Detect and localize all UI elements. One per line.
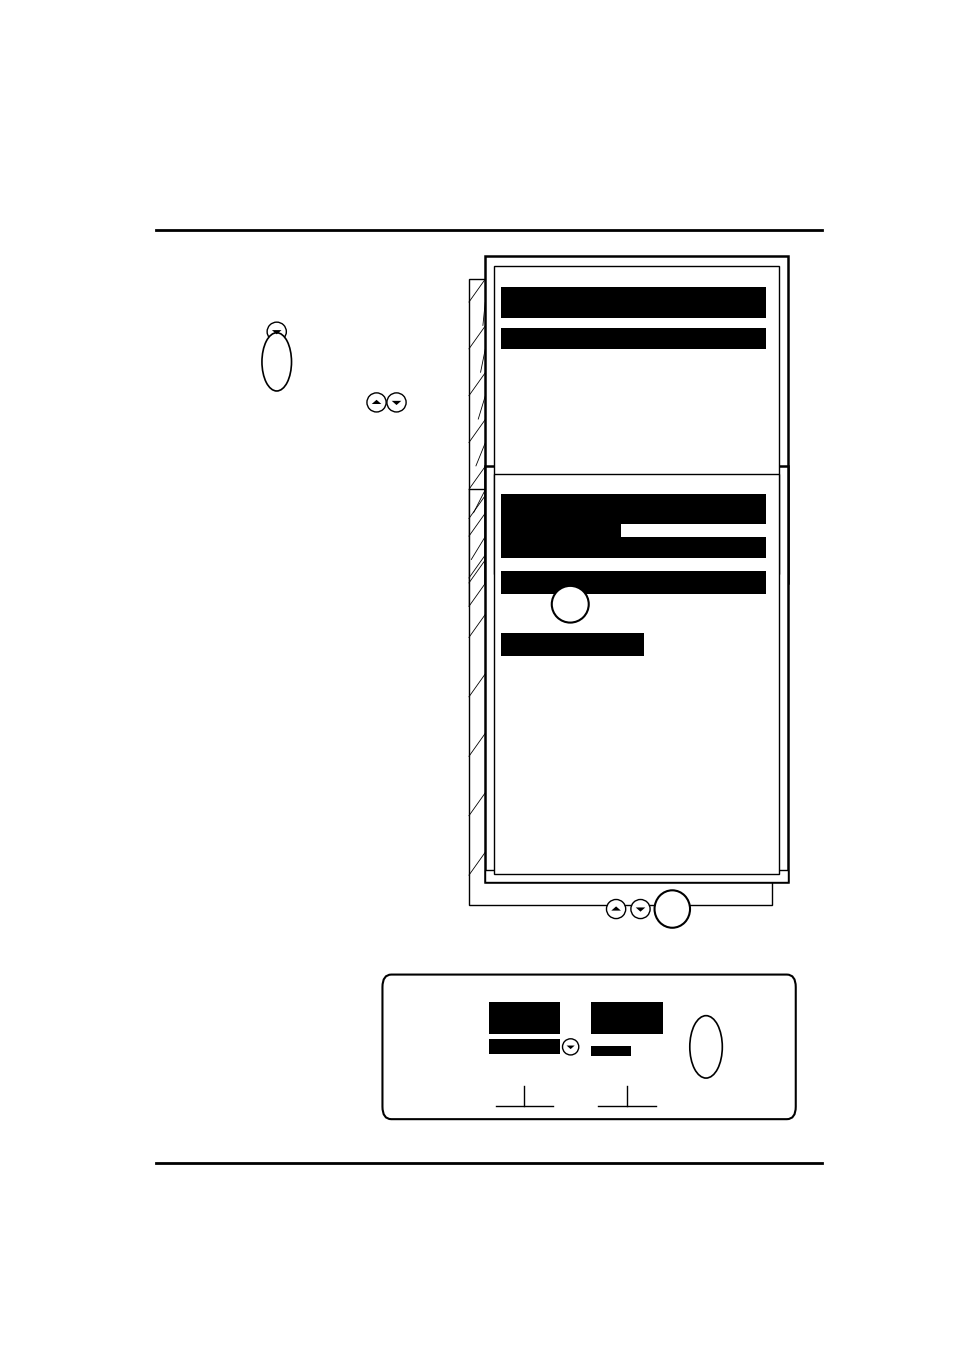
Ellipse shape <box>654 890 689 928</box>
Polygon shape <box>272 330 281 334</box>
Ellipse shape <box>387 393 406 412</box>
Bar <box>488 1039 559 1054</box>
Bar <box>488 1002 559 1034</box>
Ellipse shape <box>262 332 292 390</box>
Ellipse shape <box>562 1039 578 1055</box>
Polygon shape <box>566 1046 574 1050</box>
Bar <box>494 474 779 874</box>
Bar <box>501 571 765 594</box>
Polygon shape <box>372 400 381 404</box>
Bar <box>469 489 771 905</box>
FancyBboxPatch shape <box>382 974 795 1119</box>
Ellipse shape <box>689 1016 721 1078</box>
Bar <box>485 870 787 882</box>
Ellipse shape <box>606 900 625 919</box>
Bar <box>501 516 620 536</box>
Ellipse shape <box>551 586 588 623</box>
Polygon shape <box>635 908 644 912</box>
Bar <box>485 255 787 584</box>
Bar <box>485 466 787 882</box>
Polygon shape <box>611 907 620 911</box>
Bar <box>469 278 771 607</box>
Ellipse shape <box>630 900 649 919</box>
Bar <box>485 570 787 584</box>
Bar <box>591 1002 662 1034</box>
Bar <box>494 266 779 574</box>
Ellipse shape <box>367 393 386 412</box>
Ellipse shape <box>267 322 286 342</box>
Bar <box>591 1046 630 1056</box>
Bar <box>501 288 765 317</box>
Bar <box>501 632 643 657</box>
Polygon shape <box>392 401 401 405</box>
Bar <box>501 328 765 349</box>
Bar <box>501 538 765 558</box>
Bar <box>501 494 765 524</box>
